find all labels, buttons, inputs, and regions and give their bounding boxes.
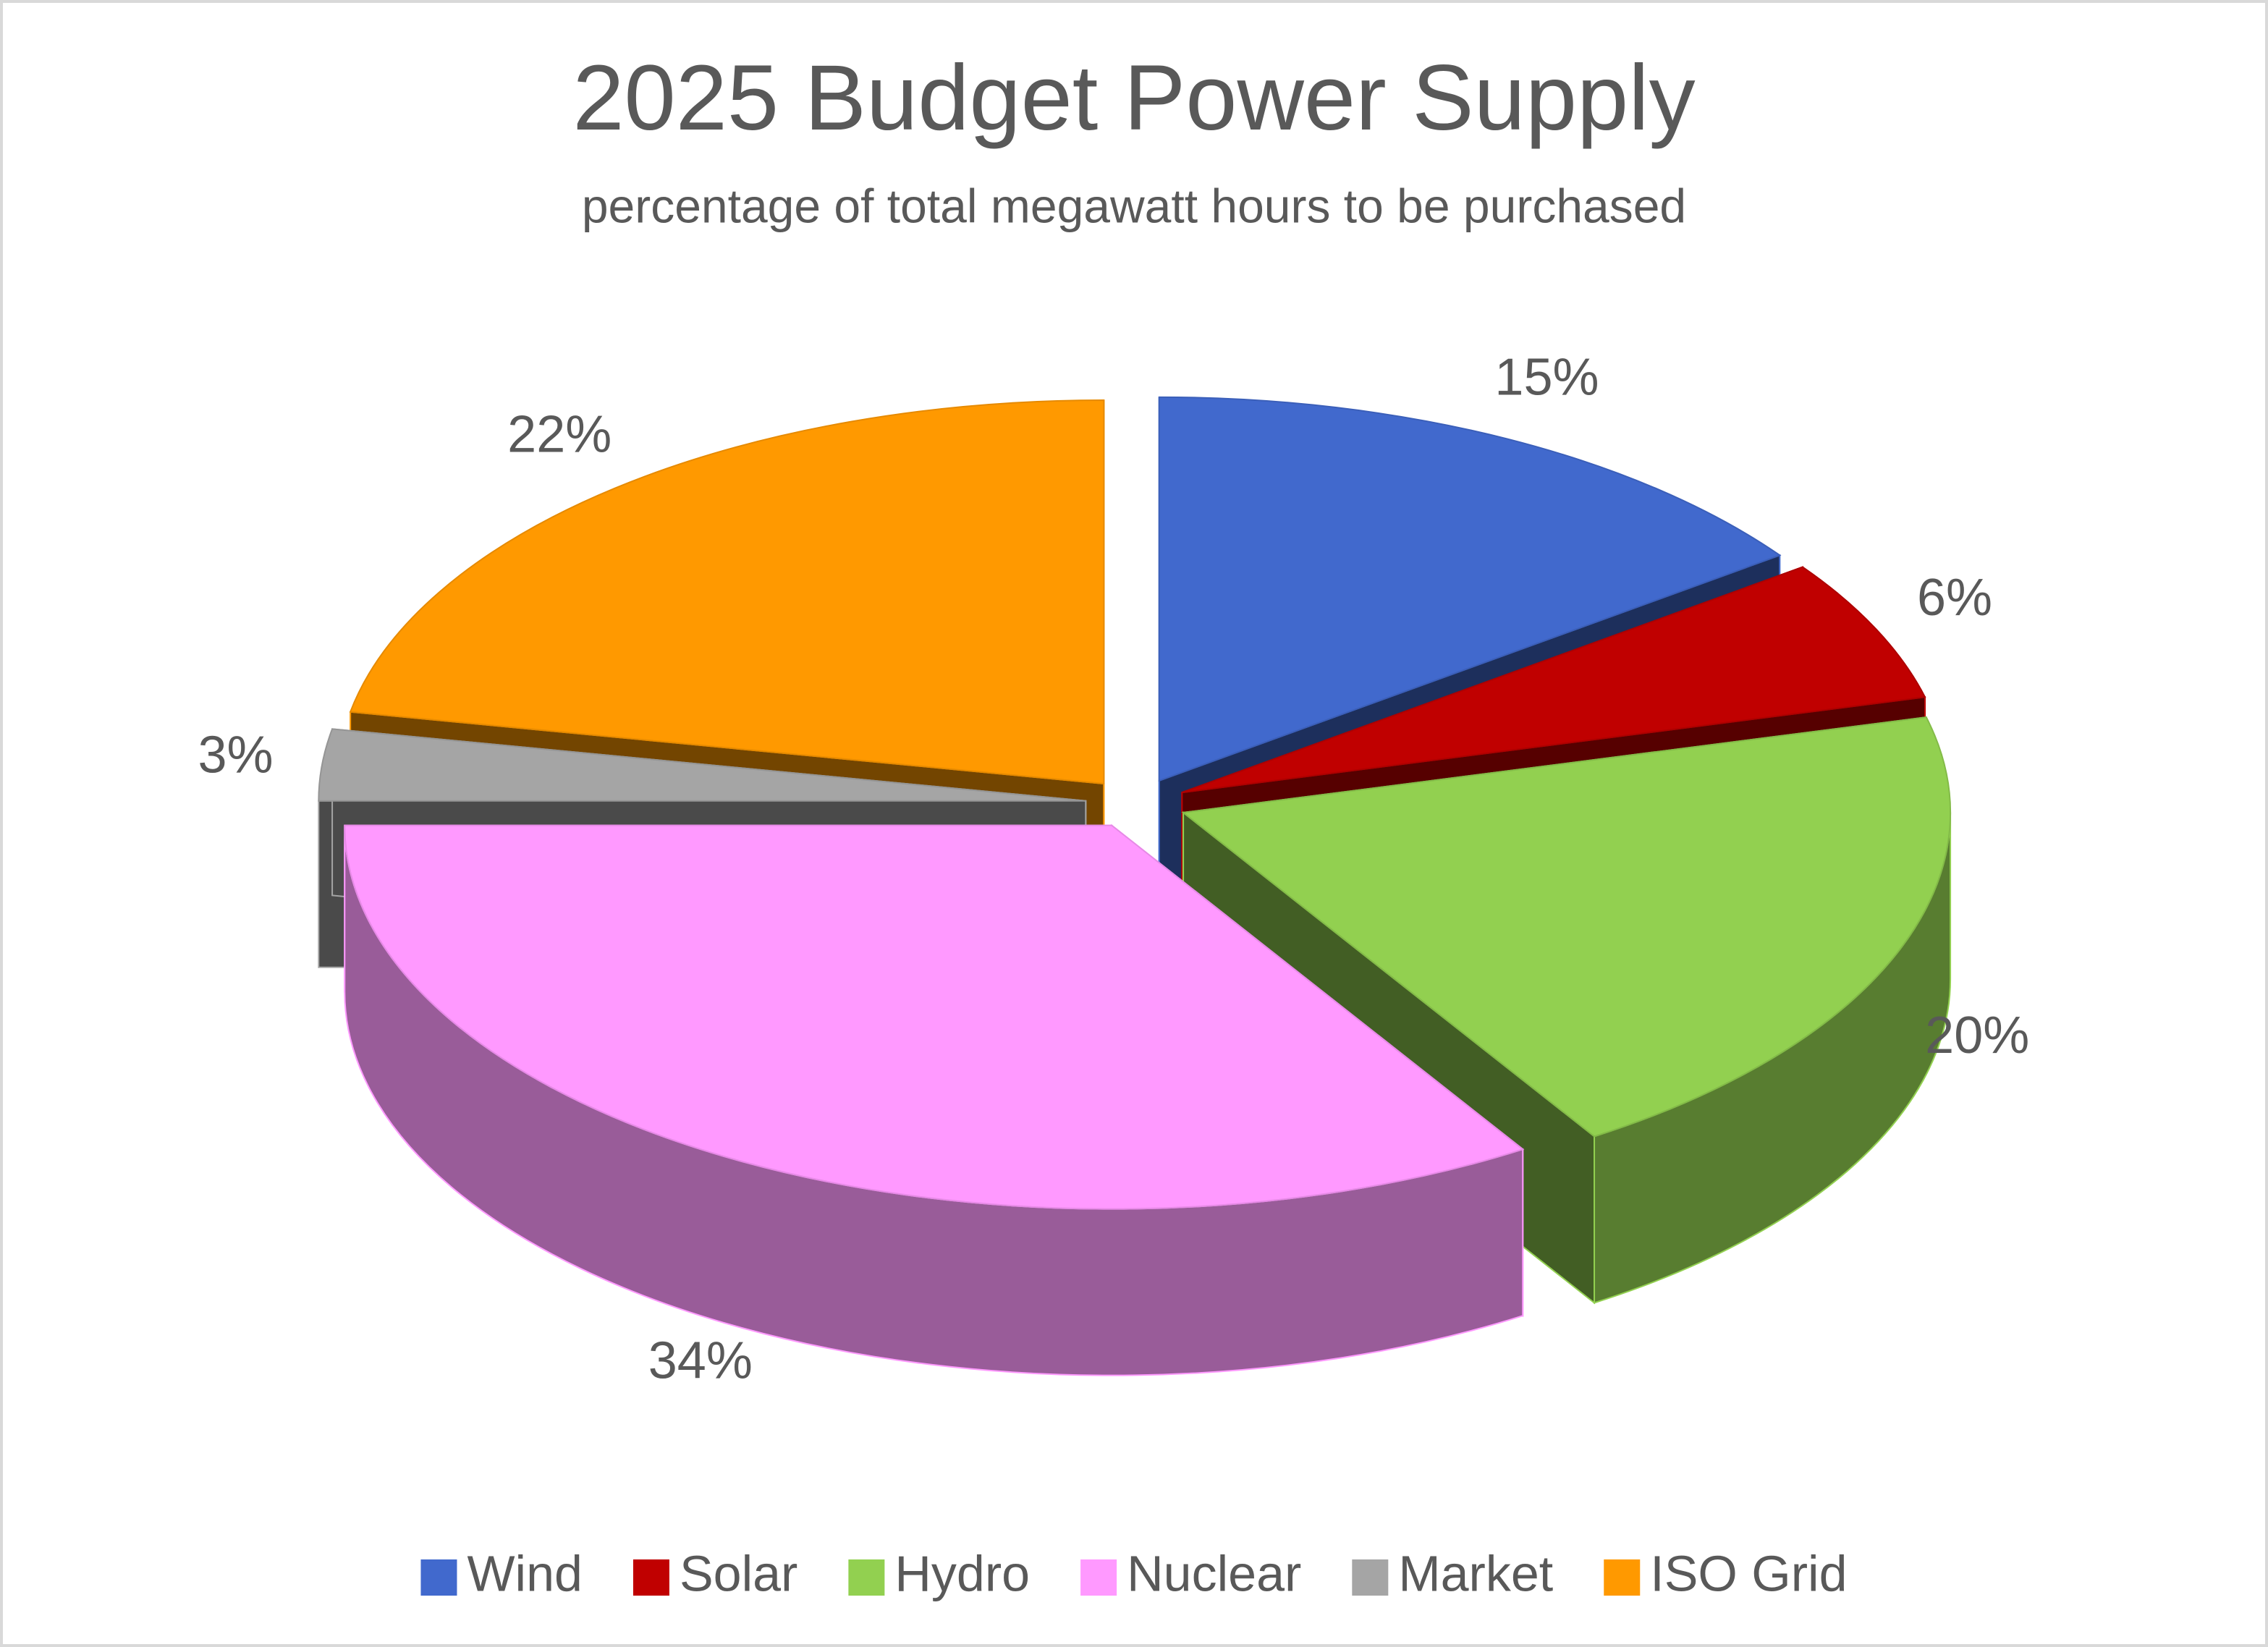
legend-item: Hydro <box>848 1545 1030 1601</box>
pie-slice <box>1181 716 1952 1138</box>
legend-swatch <box>1604 1559 1641 1596</box>
data-label: 20% <box>1925 1007 2029 1064</box>
data-label: 6% <box>1917 569 1992 627</box>
legend-swatch <box>632 1559 669 1596</box>
pie-slice <box>349 399 1105 785</box>
chart-subtitle: percentage of total megawatt hours to be… <box>582 179 1686 232</box>
legend-label: Solar <box>680 1545 797 1601</box>
legend-label: Nuclear <box>1127 1545 1301 1601</box>
data-label: 34% <box>648 1332 753 1390</box>
legend-label: Hydro <box>894 1545 1030 1601</box>
pie-slice <box>344 824 1525 1210</box>
data-label: 15% <box>1494 348 1599 406</box>
legend-swatch <box>420 1559 457 1596</box>
legend-item: Nuclear <box>1080 1545 1301 1601</box>
legend-item: Market <box>1352 1545 1553 1601</box>
legend-label: ISO Grid <box>1650 1545 1847 1601</box>
pie-slice <box>1181 566 1926 794</box>
chart-title: 2025 Budget Power Supply <box>572 46 1695 150</box>
legend-swatch <box>1352 1559 1389 1596</box>
pie-slice <box>1158 396 1782 782</box>
data-label: 22% <box>507 405 612 463</box>
legend-item: Solar <box>632 1545 797 1601</box>
legend-label: Market <box>1398 1545 1553 1601</box>
legend-swatch <box>848 1559 885 1596</box>
legend-item: Wind <box>420 1545 583 1601</box>
pie-slice <box>318 728 1086 802</box>
legend-swatch <box>1080 1559 1117 1596</box>
legend-label: Wind <box>467 1545 582 1601</box>
legend-item: ISO Grid <box>1604 1545 1848 1601</box>
data-label: 3% <box>198 726 274 784</box>
